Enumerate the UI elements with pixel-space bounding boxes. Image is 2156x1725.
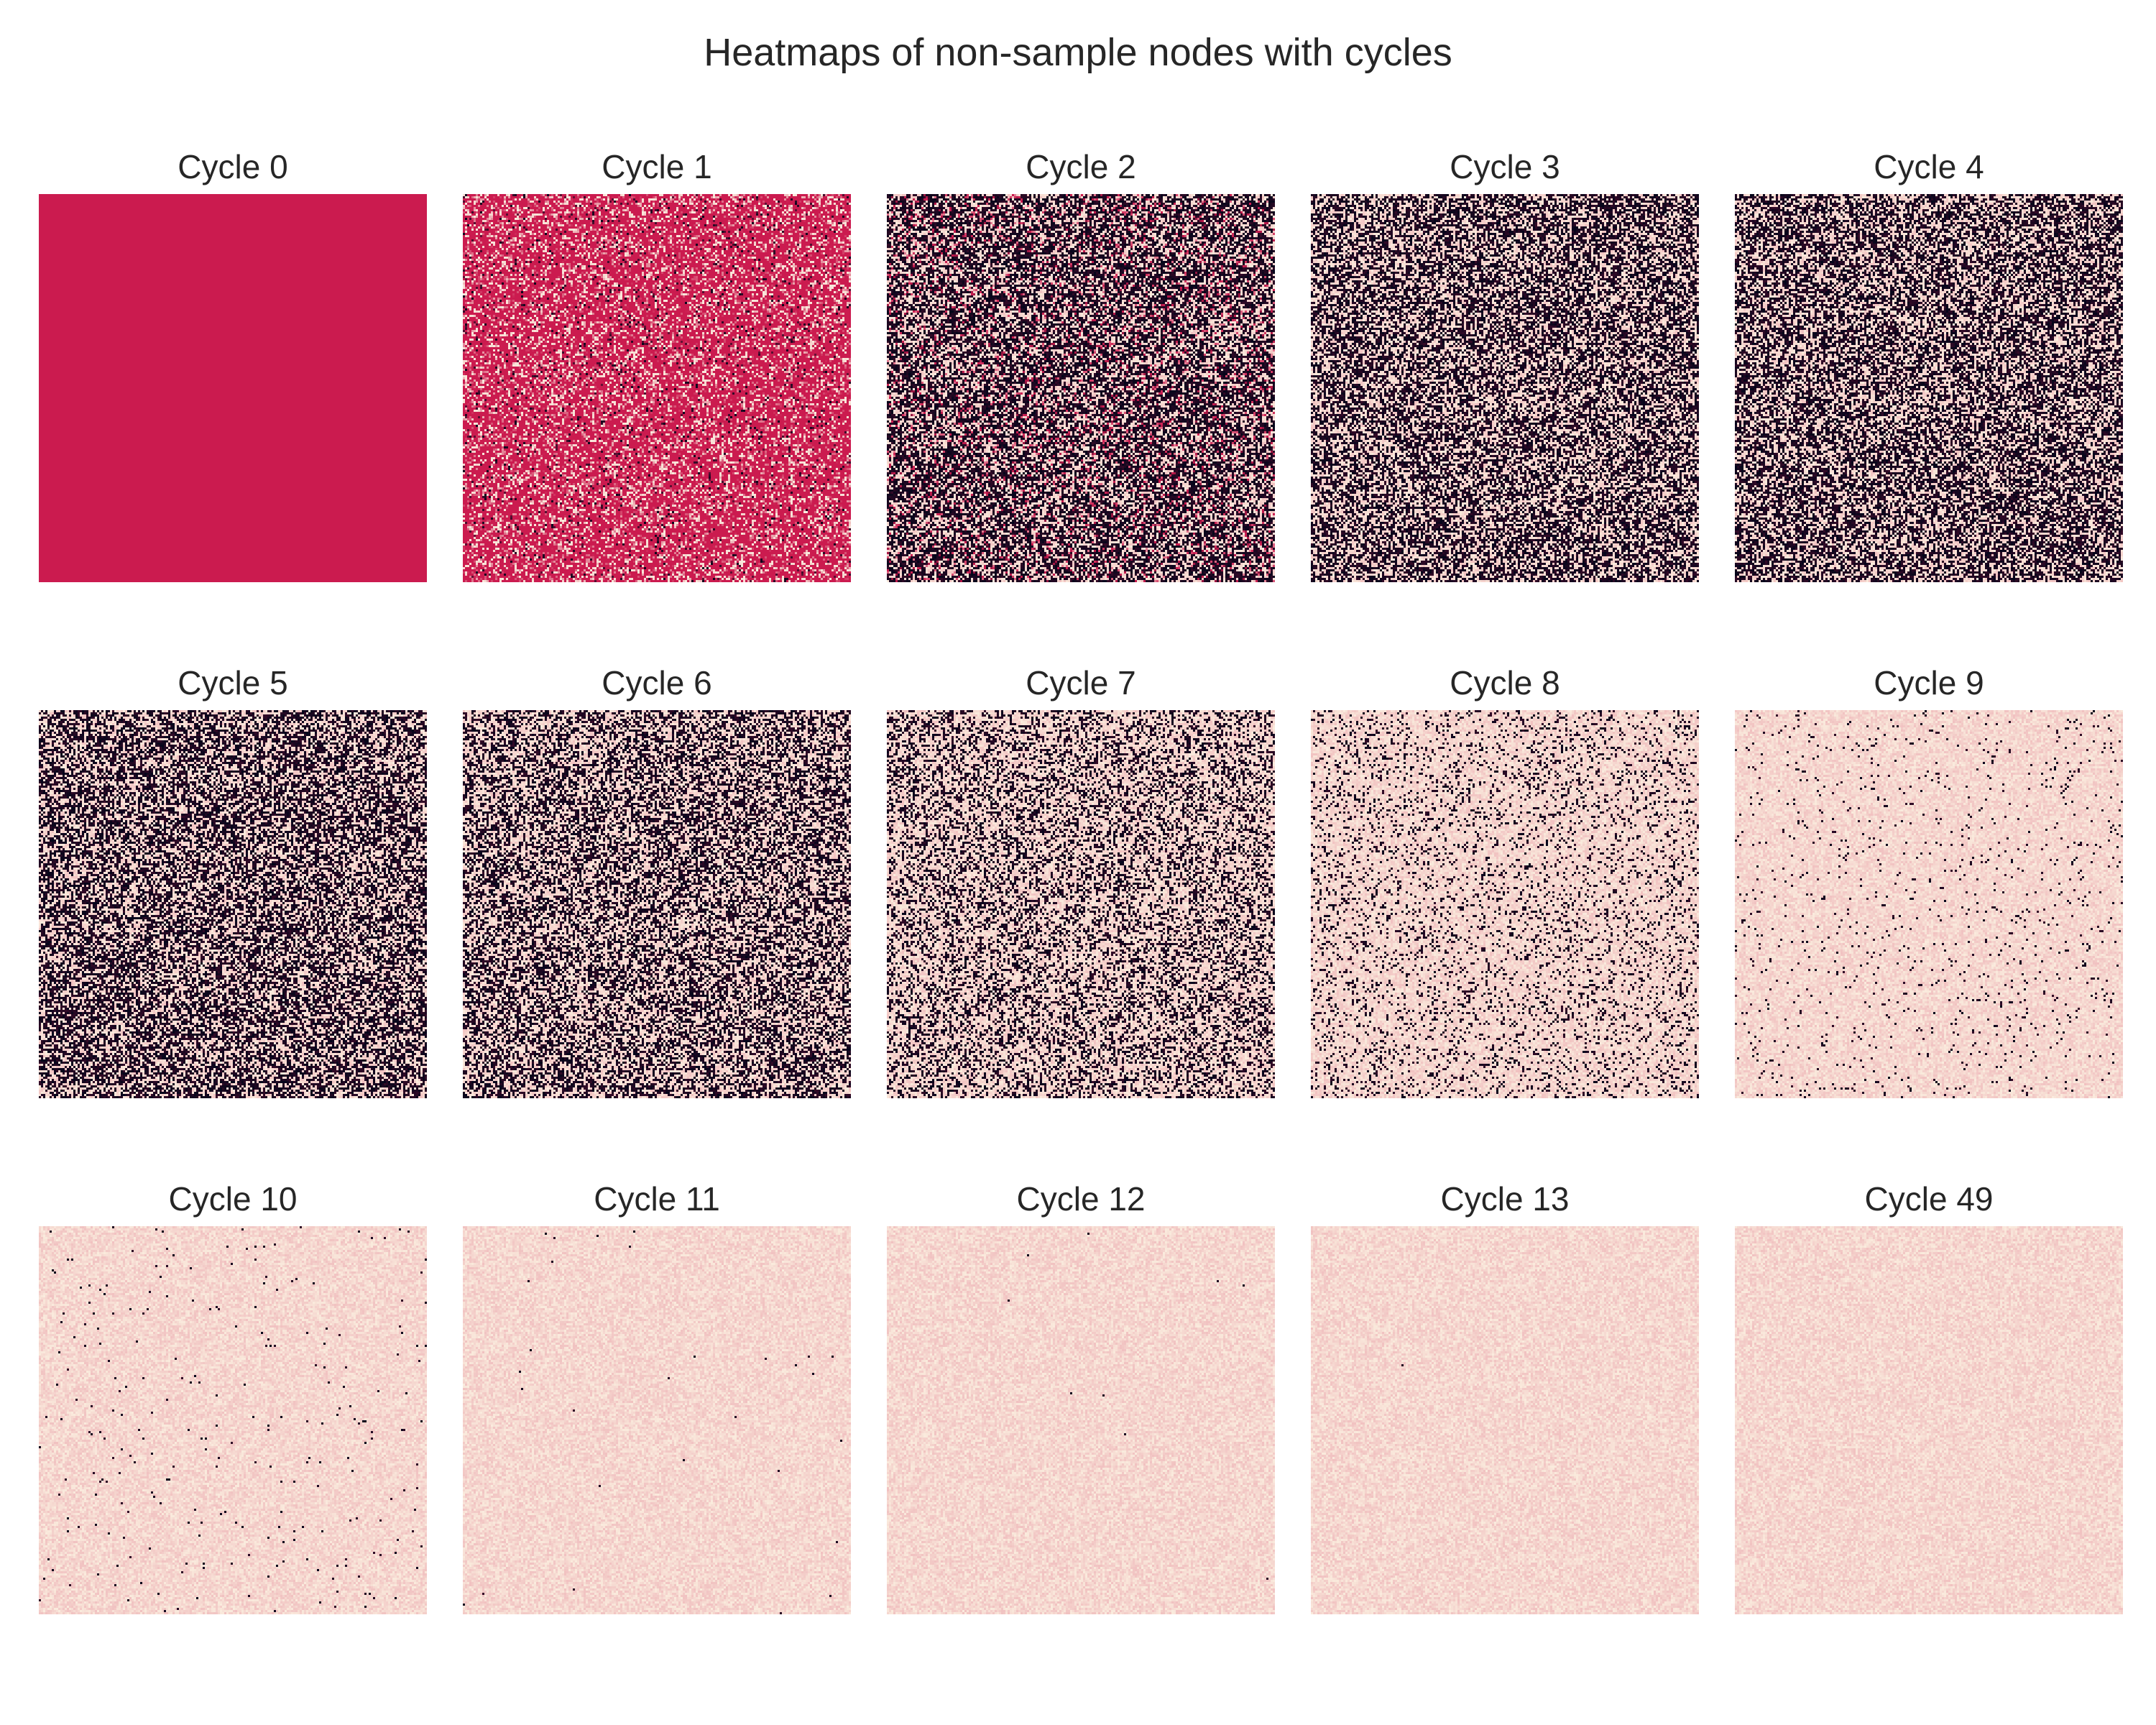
heatmap-cells [39, 194, 427, 582]
heatmap-panel-title: Cycle 7 [1026, 664, 1136, 702]
heatmap-cells [1311, 1226, 1699, 1614]
heatmap-cells [1311, 194, 1699, 582]
heatmap-panel-title: Cycle 4 [1874, 148, 1984, 185]
heatmap-panel-title: Cycle 3 [1450, 148, 1560, 185]
heatmap-cells [1735, 710, 2123, 1098]
heatmap-panel-title: Cycle 8 [1450, 664, 1560, 702]
figure-title: Heatmaps of non-sample nodes with cycles [704, 31, 1452, 74]
heatmap-cells [1311, 710, 1699, 1098]
heatmap-panel-title: Cycle 12 [1016, 1180, 1146, 1218]
heatmap-panel-title: Cycle 11 [594, 1180, 720, 1218]
heatmap-panel-title: Cycle 1 [602, 148, 712, 185]
heatmap-cells [1735, 194, 2123, 582]
heatmap-cells [463, 1226, 851, 1614]
heatmap-panel-title: Cycle 5 [178, 664, 288, 702]
heatmap-cells [887, 710, 1275, 1098]
heatmap-cells [887, 194, 1275, 582]
heatmap-panel-title: Cycle 10 [168, 1180, 298, 1218]
heatmap-cells [39, 710, 427, 1098]
heatmap-panel-title: Cycle 6 [602, 664, 712, 702]
heatmap-panel-title: Cycle 9 [1874, 664, 1984, 702]
heatmap-cells [463, 710, 851, 1098]
heatmap-cells [39, 1226, 427, 1614]
heatmap-panel-title: Cycle 13 [1440, 1180, 1570, 1218]
heatmap-panel-title: Cycle 0 [178, 148, 288, 185]
heatmap-cells [463, 194, 851, 582]
heatmap-panel-title: Cycle 2 [1026, 148, 1136, 185]
heatmap-cells [887, 1226, 1275, 1614]
heatmap-panel-title: Cycle 49 [1864, 1180, 1994, 1218]
heatmap-cells [1735, 1226, 2123, 1614]
